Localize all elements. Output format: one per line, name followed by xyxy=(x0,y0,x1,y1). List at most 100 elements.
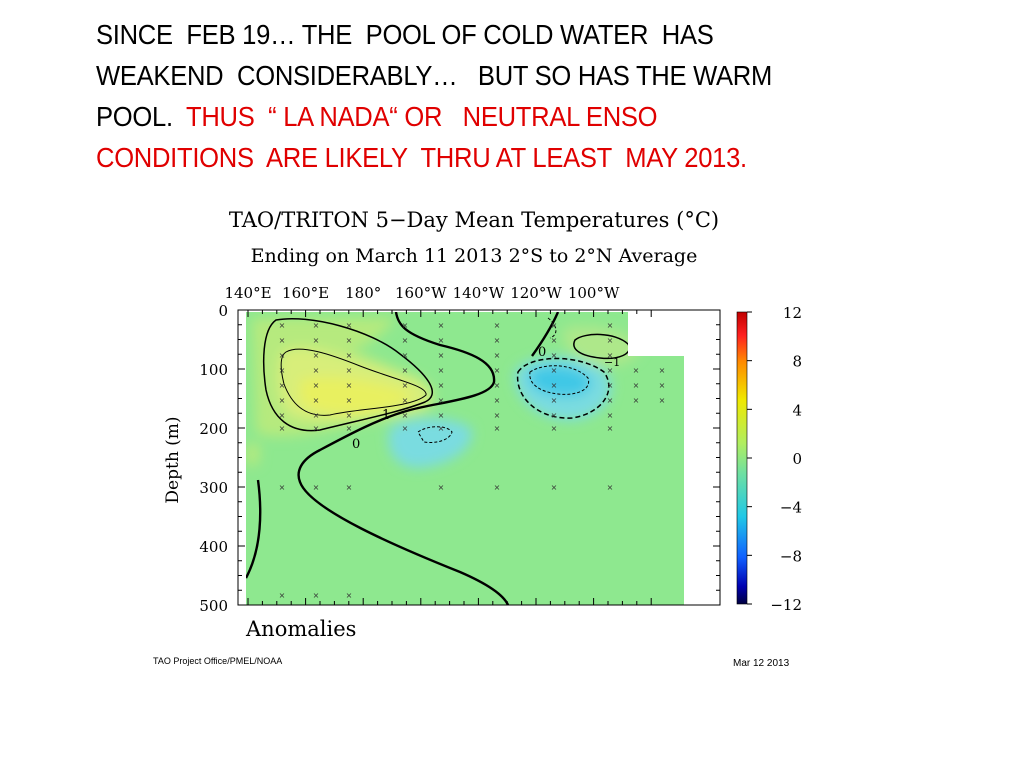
sensor-marker: × xyxy=(402,424,409,433)
sensor-marker: × xyxy=(313,366,320,375)
sensor-marker: × xyxy=(659,396,666,405)
x-tick-label: 180° xyxy=(345,284,381,302)
sensor-marker: × xyxy=(402,381,409,390)
sensor-marker: × xyxy=(607,321,614,330)
headline-line-4: CONDITIONS ARE LIKELY THRU AT LEAST MAY … xyxy=(96,142,747,173)
sensor-marker: × xyxy=(607,483,614,492)
sensor-marker: × xyxy=(607,351,614,360)
slide-headline: SINCE FEB 19… THE POOL OF COLD WATER HAS… xyxy=(96,14,914,178)
colorbar-tick-label: 12 xyxy=(783,304,802,322)
headline-line-1: SINCE FEB 19… THE POOL OF COLD WATER HAS xyxy=(96,19,714,50)
sensor-marker: × xyxy=(607,381,614,390)
sensor-marker: × xyxy=(346,424,353,433)
sensor-marker: × xyxy=(346,483,353,492)
sensor-marker: × xyxy=(279,483,286,492)
sensor-marker: × xyxy=(313,381,320,390)
credit-date: Mar 12 2013 xyxy=(733,658,790,669)
sensor-marker: × xyxy=(402,336,409,345)
sensor-marker: × xyxy=(438,336,445,345)
x-tick-label: 140°E xyxy=(224,284,271,302)
sensor-marker: × xyxy=(346,381,353,390)
contour-label-negative: −1 xyxy=(604,356,620,369)
sensor-marker: × xyxy=(402,366,409,375)
colorbar-ticks: 12 8 4 0 −4 −8 −12 xyxy=(747,304,802,614)
sensor-marker: × xyxy=(313,424,320,433)
contour-lines xyxy=(246,312,630,605)
cold-anomaly-core xyxy=(529,365,591,397)
sensor-marker: × xyxy=(279,591,286,600)
sensor-marker: × xyxy=(346,336,353,345)
sensor-marker: × xyxy=(438,366,445,375)
sensor-marker: × xyxy=(438,424,445,433)
colorbar-tick-label: 8 xyxy=(792,353,802,371)
panel-label: Anomalies xyxy=(245,617,356,641)
sensor-marker: × xyxy=(494,483,501,492)
sensor-marker: × xyxy=(494,411,501,420)
y-tick-label: 500 xyxy=(199,597,228,615)
sensor-marker: × xyxy=(313,321,320,330)
sensor-marker: × xyxy=(313,396,320,405)
sensor-marker: × xyxy=(494,381,501,390)
sensor-marker: × xyxy=(402,321,409,330)
y-tick-label: 200 xyxy=(199,420,228,438)
sensor-marker: × xyxy=(607,366,614,375)
chart-title: TAO/TRITON 5−Day Mean Temperatures (°C) xyxy=(229,208,719,232)
anomaly-field xyxy=(246,312,684,605)
colorbar-tick-label: −12 xyxy=(770,596,802,614)
zero-contour-east xyxy=(531,312,560,357)
sensor-marker: × xyxy=(346,351,353,360)
sensor-marker: × xyxy=(659,381,666,390)
sensor-marker: × xyxy=(279,366,286,375)
x-tick-label: 120°W xyxy=(510,284,562,302)
colorbar-tick-label: 4 xyxy=(792,401,802,419)
sensor-marker: × xyxy=(551,321,558,330)
contour-label-zero-main: 0 xyxy=(352,437,360,452)
east-dashed-contour xyxy=(547,317,557,339)
y-tick-label: 0 xyxy=(218,302,228,320)
sensor-marker: × xyxy=(607,396,614,405)
colorbar-tick-label: 0 xyxy=(792,450,802,468)
sensor-marker: × xyxy=(402,411,409,420)
sensor-marker: × xyxy=(659,366,666,375)
positive-one-contour xyxy=(262,318,434,432)
sensor-marker: × xyxy=(551,411,558,420)
sensor-marker: × xyxy=(279,336,286,345)
sensor-marker: × xyxy=(551,366,558,375)
sensor-marker: × xyxy=(607,411,614,420)
sensor-marker: × xyxy=(551,381,558,390)
cool-anomaly-patch xyxy=(388,418,473,468)
negative-one-contour xyxy=(516,357,610,419)
sensor-marker: × xyxy=(346,396,353,405)
x-tick-label: 140°W xyxy=(453,284,505,302)
sensor-marker: × xyxy=(279,424,286,433)
sensor-marker: × xyxy=(279,351,286,360)
sensor-marker: × xyxy=(313,351,320,360)
credit-source: TAO Project Office/PMEL/NOAA xyxy=(153,656,282,666)
y-axis-title: Depth (m) xyxy=(163,416,183,503)
sensor-marker: × xyxy=(494,351,501,360)
x-tick-label: 100°W xyxy=(568,284,620,302)
sensor-marker: × xyxy=(438,381,445,390)
contour-label-zero-east: 0 xyxy=(538,345,546,360)
sensor-marker: × xyxy=(551,483,558,492)
warm-east-contour xyxy=(573,333,630,360)
sensor-marker: × xyxy=(551,396,558,405)
headline-line-3: POOL. THUS “ LA NADA“ OR NEUTRAL ENSO xyxy=(96,96,914,137)
sensor-marker: × xyxy=(313,591,320,600)
sensor-marker: × xyxy=(551,336,558,345)
sensor-marker: × xyxy=(346,321,353,330)
sensor-marker: × xyxy=(279,381,286,390)
contour-label-one: 1 xyxy=(382,408,390,423)
zero-contour-main xyxy=(297,312,510,605)
x-tick-label: 160°W xyxy=(395,284,447,302)
sensor-marker: × xyxy=(438,483,445,492)
sensor-marker: × xyxy=(279,396,286,405)
sensor-marker: × xyxy=(346,411,353,420)
sensor-marker: × xyxy=(438,351,445,360)
negative-inner-contour xyxy=(529,365,590,395)
y-axis-labels: 0 100 200 300 400 500 xyxy=(199,302,228,615)
sensor-marker: × xyxy=(438,396,445,405)
axis-ticks xyxy=(238,309,720,606)
zero-contour-west xyxy=(246,479,262,579)
